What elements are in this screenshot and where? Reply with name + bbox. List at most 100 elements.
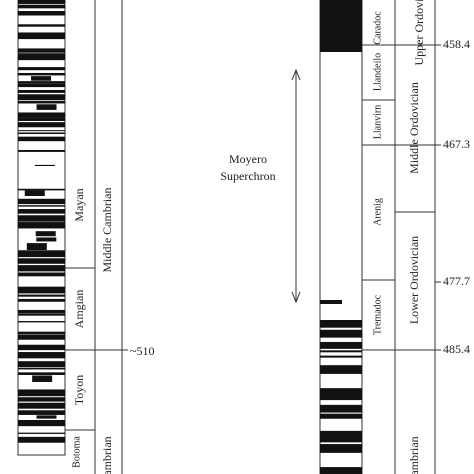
polarity-band (24, 190, 45, 196)
polarity-stripes (320, 0, 362, 474)
polarity-band (18, 10, 65, 16)
stage-label: Mayan (72, 188, 86, 221)
polarity-band (18, 298, 65, 302)
age-label: ~510 (130, 344, 155, 358)
polarity-band (18, 48, 65, 53)
polarity-band (18, 272, 65, 277)
annotation: Moyero (229, 152, 267, 166)
polarity-band (18, 321, 65, 323)
polarity-band (18, 72, 65, 76)
stage-label: Llanvirn (372, 105, 383, 139)
polarity-band (18, 209, 65, 214)
polarity-band (18, 81, 65, 84)
polarity-band (18, 367, 65, 370)
age-label: 458.4 (443, 37, 470, 51)
polarity-band (18, 331, 65, 335)
polarity-band (18, 402, 65, 409)
age-label: 477.7 (443, 274, 470, 288)
polarity-band (320, 430, 362, 443)
series-label: Cambrian (100, 436, 114, 474)
stage-label: Botoma (71, 436, 82, 468)
polarity-band (320, 0, 362, 52)
series-label: Middle Cambrian (100, 188, 114, 273)
polarity-band (18, 250, 65, 258)
polarity-band (18, 313, 65, 316)
polarity-band (18, 372, 65, 375)
polarity-band (18, 122, 65, 128)
polarity-band (320, 467, 362, 474)
polarity-band (18, 101, 65, 104)
stage-label: Tremadoc (372, 294, 383, 335)
polarity-band (36, 237, 57, 242)
polarity-band (18, 389, 65, 397)
polarity-band (320, 329, 362, 338)
age-label: 485.4 (443, 342, 470, 356)
polarity-band (18, 89, 65, 93)
polarity-band (18, 344, 65, 351)
polarity-band (35, 231, 56, 237)
polarity-band (36, 104, 57, 110)
polarity-band (18, 4, 65, 9)
polarity-band (18, 130, 65, 132)
polarity-band (320, 404, 362, 413)
polarity-band (18, 334, 65, 340)
stage-label: Amgian (72, 290, 86, 329)
polarity-band (18, 132, 65, 135)
polarity-band (320, 350, 362, 353)
polarity-band (18, 215, 65, 222)
polarity-band (32, 375, 53, 382)
polarity-band (18, 94, 65, 101)
polarity-band (18, 0, 65, 4)
arrow-heads (291, 68, 301, 304)
polarity-band (18, 258, 65, 264)
series-label: Cambrian (407, 436, 421, 474)
polarity-band (18, 112, 65, 118)
polarity-band (320, 300, 342, 304)
polarity-band (320, 413, 362, 419)
polarity-band (31, 76, 52, 81)
series-label: Lower Ordovician (407, 236, 421, 324)
polarity-band (18, 432, 65, 434)
polarity-band (18, 265, 65, 272)
stage-label: Toyon (72, 375, 86, 406)
polarity-band (18, 294, 65, 297)
polarity-band (18, 309, 65, 314)
polarity-band (18, 410, 65, 415)
series-label: Middle Ordovician (407, 82, 421, 174)
polarity-band (18, 361, 65, 368)
polarity-band (320, 388, 362, 401)
stage-label: Arenig (372, 198, 383, 226)
polarity-band (320, 355, 362, 358)
stage-label: Caradoc (372, 11, 383, 45)
polarity-band (18, 67, 65, 71)
content: Mayan Amgian Toyon Botoma Middle Cambria… (17, 0, 470, 474)
polarity-band (320, 341, 362, 349)
polarity-band (18, 419, 65, 427)
polarity-band (320, 365, 362, 374)
polarity-band (34, 164, 55, 167)
polarity-stripes (18, 0, 65, 443)
polarity-band (18, 436, 65, 443)
polarity-band (18, 53, 65, 61)
polarity-band (18, 198, 65, 205)
polarity-band (26, 243, 47, 251)
age-label: 467.3 (443, 137, 470, 151)
polarity-band (18, 188, 65, 191)
polarity-column (319, 0, 363, 474)
polarity-band (18, 83, 65, 88)
polarity-band (18, 205, 65, 207)
series-label: Upper Ordovician (412, 0, 426, 65)
stage-label: Llandeilo (372, 53, 383, 91)
polarity-band (18, 150, 65, 152)
polarity-band (320, 320, 362, 328)
polarity-band (18, 286, 65, 294)
polarity-band (18, 32, 65, 40)
polarity-band (18, 136, 65, 142)
polarity-band (18, 397, 65, 402)
polarity-band (320, 446, 342, 449)
polarity-band (36, 415, 57, 419)
polarity-band (18, 118, 65, 121)
polarity-band (18, 24, 65, 27)
polarity-band (18, 222, 65, 229)
